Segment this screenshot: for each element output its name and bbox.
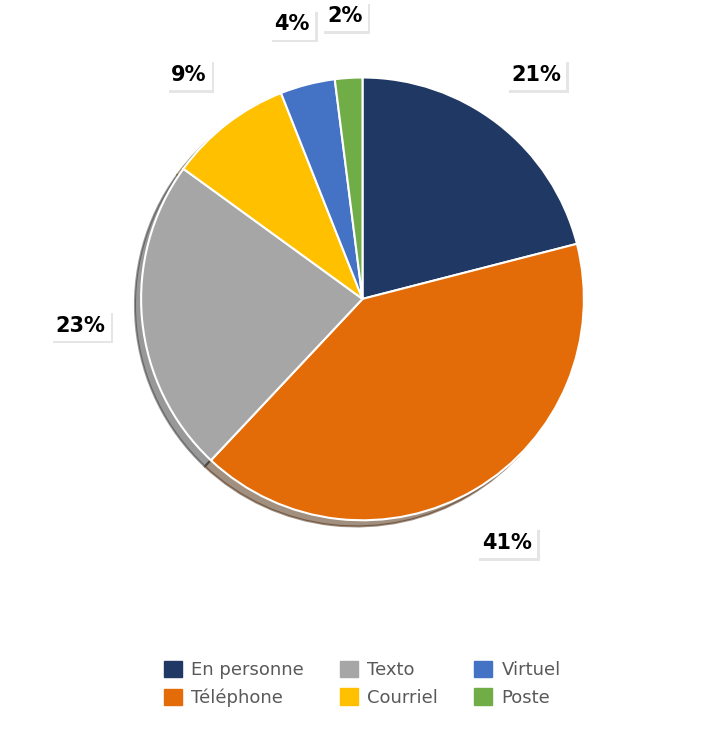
Wedge shape xyxy=(183,93,362,299)
Wedge shape xyxy=(362,77,577,299)
Text: 4%: 4% xyxy=(274,15,310,35)
Legend: En personne, Téléphone, Texto, Courriel, Virtuel, Poste: En personne, Téléphone, Texto, Courriel,… xyxy=(157,654,568,714)
Wedge shape xyxy=(335,77,362,299)
Text: 23%: 23% xyxy=(55,316,105,336)
Text: 2%: 2% xyxy=(330,9,365,29)
Wedge shape xyxy=(211,244,584,520)
Text: 21%: 21% xyxy=(514,68,564,88)
Text: 41%: 41% xyxy=(482,533,531,553)
Text: 9%: 9% xyxy=(171,65,207,85)
Text: 9%: 9% xyxy=(174,68,210,88)
Text: 21%: 21% xyxy=(511,65,561,85)
Wedge shape xyxy=(141,169,362,461)
Text: 41%: 41% xyxy=(484,536,534,556)
Wedge shape xyxy=(281,79,362,299)
Text: 2%: 2% xyxy=(327,6,362,26)
Text: 4%: 4% xyxy=(277,17,312,37)
Text: 23%: 23% xyxy=(58,318,108,338)
